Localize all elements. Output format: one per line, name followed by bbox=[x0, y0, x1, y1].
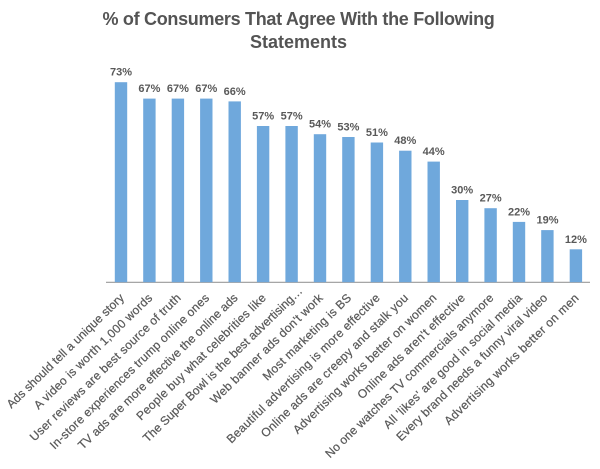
svg-text:57%: 57% bbox=[281, 111, 303, 123]
svg-text:54%: 54% bbox=[309, 119, 331, 131]
svg-text:12%: 12% bbox=[565, 234, 587, 246]
svg-text:67%: 67% bbox=[167, 83, 189, 95]
svg-text:53%: 53% bbox=[337, 122, 359, 134]
svg-text:48%: 48% bbox=[394, 135, 416, 147]
svg-text:66%: 66% bbox=[224, 86, 246, 98]
svg-text:44%: 44% bbox=[423, 146, 445, 158]
svg-text:27%: 27% bbox=[480, 193, 502, 205]
svg-text:22%: 22% bbox=[508, 206, 530, 218]
svg-text:51%: 51% bbox=[366, 127, 388, 139]
svg-text:19%: 19% bbox=[536, 215, 558, 227]
svg-text:30%: 30% bbox=[451, 185, 473, 197]
svg-text:67%: 67% bbox=[138, 83, 160, 95]
svg-text:67%: 67% bbox=[195, 83, 217, 95]
svg-text:57%: 57% bbox=[252, 111, 274, 123]
svg-text:73%: 73% bbox=[110, 67, 132, 79]
